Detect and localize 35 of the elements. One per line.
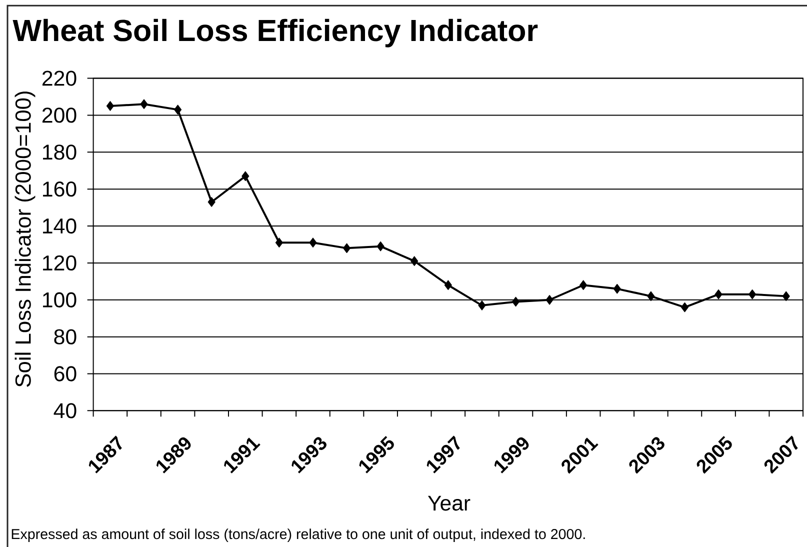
point (242, 171, 250, 182)
point (342, 243, 351, 254)
y-axis-title: Soil Loss Indicator (2000=100) (14, 92, 36, 387)
point (579, 280, 588, 290)
y-tick-label: 140 (43, 218, 76, 234)
point (546, 294, 554, 305)
y-tick-label: 100 (43, 292, 76, 308)
point (613, 284, 621, 294)
point (208, 196, 216, 208)
y-tick-label: 120 (43, 255, 76, 271)
y-tick-label: 220 (42, 70, 76, 86)
point (106, 100, 114, 112)
point (140, 99, 148, 110)
point (714, 289, 722, 300)
y-tick-label: 80 (54, 329, 76, 344)
y-tick-label: 200 (42, 108, 76, 123)
point (680, 302, 689, 312)
point (782, 291, 790, 302)
x-axis-title: Year (428, 496, 470, 511)
point (512, 296, 520, 307)
point (647, 291, 655, 302)
y-tick-label: 60 (54, 366, 76, 382)
point (376, 241, 384, 252)
chart-title: Wheat Soil Loss Efficiency Indicator (12, 18, 538, 48)
y-tick-label: 160 (43, 181, 76, 197)
text: Expressed as amount of soil loss (tons/acre) relative to one unit of output, indexed to 2000. (12, 528, 585, 542)
point (174, 104, 182, 115)
point (444, 280, 452, 290)
point (478, 300, 486, 310)
point (275, 238, 284, 248)
point (748, 289, 756, 300)
point (410, 256, 418, 266)
y-tick-label: 180 (43, 144, 76, 160)
y-tick-label: 40 (54, 403, 76, 418)
point (309, 238, 317, 248)
